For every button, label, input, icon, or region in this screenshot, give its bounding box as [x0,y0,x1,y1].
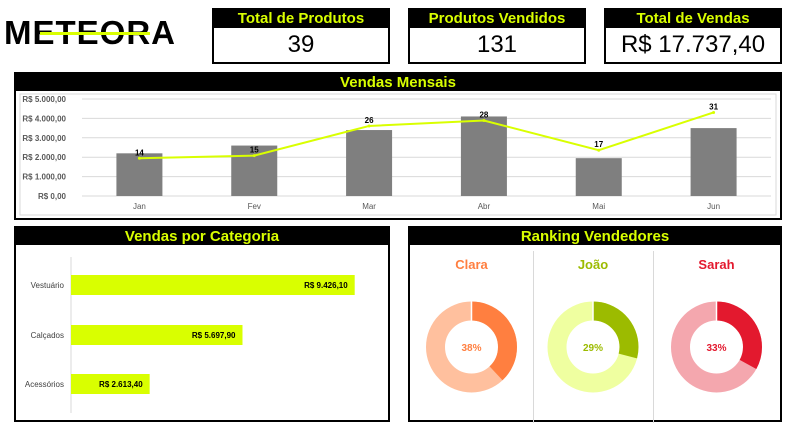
kpi-total-produtos: Total de Produtos 39 [212,8,390,64]
kpi-produtos-vendidos: Produtos Vendidos 131 [408,8,586,64]
monthly-sales-panel: Vendas Mensais R$ 0,00 R$ 1.000,00 R$ 2.00… [14,72,782,220]
meteora-logo: METEORA [4,14,209,54]
seller-donut-chart: 38% [426,301,517,393]
seller-name: Clara [455,257,488,272]
seller-name: João [577,257,609,272]
category-sales-title: Vendas por Categoria [16,228,388,245]
monthly-bar [116,153,163,196]
line-point [137,156,141,160]
seller-name: Sarah [698,257,735,272]
x-tick-label: Jun [707,202,720,211]
line-point [367,124,371,128]
donut-percent-label: 29% [583,343,603,354]
category-sales-chart: Vestuário R$ 9.426,10 Calçados R$ 5.697,90 A… [25,257,355,413]
ranking-panel: Ranking Vendedores Clara 38% João 29% Sarah 3… [408,226,782,423]
category-bar [71,275,355,295]
sales-count-line [139,111,714,160]
y-tick-label: R$ 5.000,00 [22,95,66,104]
monthly-bar [690,128,737,196]
x-tick-label: Jan [133,202,146,211]
category-label: Acessórios [25,380,64,389]
ranking-body: Clara 38% João 29% Sarah 33% [410,245,780,423]
seller-card-2: Sarah 33% [653,245,780,420]
monthly-sales-title: Vendas Mensais [16,74,780,91]
kpi-value: 39 [287,31,315,58]
line-point [482,119,486,123]
kpi-total-vendas: Total de Vendas R$ 17.737,40 [604,8,782,64]
x-tick-label: Fev [248,202,261,211]
x-tick-label: Mar [362,202,376,211]
seller-donut-chart: 29% [547,301,639,393]
category-label: Calçados [31,331,64,340]
monthly-bar [231,145,278,196]
kpi-value: R$ 17.737,40 [620,31,766,58]
seller-card-1: João 29% [533,245,653,420]
category-value-label: R$ 5.697,90 [192,331,236,340]
line-data-label: 31 [709,102,718,111]
kpi-label: Produtos Vendidos [410,10,584,28]
donut-percent-label: 33% [706,343,726,354]
ranking-title: Ranking Vendedores [410,228,780,245]
line-point [252,154,256,158]
line-data-label: 28 [479,111,488,120]
y-tick-label: R$ 0,00 [38,192,67,201]
category-bar [71,325,243,345]
kpi-label: Total de Vendas [606,10,780,28]
line-point [712,110,716,114]
donut-percent-label: 38% [461,343,481,354]
category-label: Vestuário [31,281,65,290]
y-tick-label: R$ 4.000,00 [22,114,66,123]
line-data-label: 26 [365,116,374,125]
kpi-value: 131 [476,31,518,58]
monthly-bar [460,116,507,196]
line-data-label: 17 [594,140,603,149]
seller-divider [653,251,654,423]
line-data-label: 14 [135,148,144,157]
monthly-sales-chart: R$ 0,00 R$ 1.000,00 R$ 2.000,00 R$ 3.000,00… [19,93,777,216]
x-tick-label: Mai [592,202,605,211]
line-data-label: 15 [250,146,259,155]
line-point [597,148,601,152]
logo-accent-stripe [40,32,150,35]
monthly-bar [575,158,622,196]
category-value-label: R$ 9.426,10 [304,281,348,290]
category-value-label: R$ 2.613,40 [99,380,143,389]
seller-donut-chart: 33% [671,301,762,393]
monthly-bar [346,130,393,196]
seller-card-0: Clara 38% [410,245,533,420]
y-tick-label: R$ 2.000,00 [22,153,66,162]
category-bar [71,374,150,394]
seller-divider [533,251,534,423]
x-tick-label: Abr [478,202,491,211]
category-sales-panel: Vendas por Categoria Vestuário R$ 9.426,1… [14,226,390,422]
y-tick-label: R$ 1.000,00 [22,173,66,182]
y-tick-label: R$ 3.000,00 [22,134,66,143]
kpi-label: Total de Produtos [214,10,388,28]
